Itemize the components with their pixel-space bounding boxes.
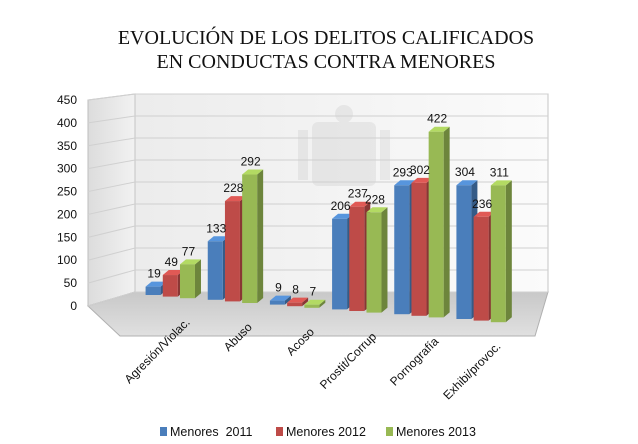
- gridline-side: [87, 247, 136, 261]
- bar-2013-3: [304, 299, 326, 308]
- value-label-2013-5: 422: [427, 112, 447, 126]
- gridline-side: [87, 181, 136, 193]
- gridline-side: [87, 115, 136, 124]
- legend: Menores 2011 Menores 2012 Menores 2013: [160, 425, 476, 439]
- legend-item-2011: Menores 2011: [160, 425, 253, 439]
- value-label-2012-1: 49: [165, 255, 179, 269]
- y-tick-label: 400: [57, 116, 77, 130]
- y-tick-label: 50: [64, 276, 78, 290]
- value-label-2012-5: 302: [410, 163, 430, 177]
- value-label-2012-2: 228: [223, 181, 243, 195]
- chart-title-line-2: EN CONDUCTAS CONTRA MENORES: [157, 51, 496, 73]
- legend-swatch-2011: [160, 427, 167, 436]
- bar-2013-5: [428, 126, 450, 318]
- y-axis-ticks: 0 50 100 150 200 250 300 350 400 450: [57, 93, 77, 313]
- gridline-side: [87, 291, 136, 307]
- category-label: Exhibi/provoc.: [440, 339, 503, 402]
- value-label-2012-3: 8: [292, 283, 299, 297]
- value-label-2013-3: 7: [309, 285, 316, 299]
- gridline-side: [87, 203, 136, 215]
- value-label-2011-2: 133: [206, 221, 226, 235]
- bar-2013-4: [366, 207, 388, 313]
- legend-swatch-2012: [276, 427, 283, 436]
- gridline-side: [87, 93, 136, 101]
- bar-2013-6: [490, 180, 512, 323]
- legend-label-2013: Menores 2013: [396, 425, 476, 439]
- value-label-2011-5: 293: [393, 165, 413, 179]
- category-label: Pornografía: [387, 334, 441, 388]
- y-tick-label: 250: [57, 185, 77, 199]
- bar-2011-3: [269, 295, 291, 305]
- value-label-2011-3: 9: [275, 281, 282, 295]
- value-label-2012-6: 236: [472, 197, 492, 211]
- bar-2013-1: [179, 259, 201, 299]
- legend-item-2012: Menores 2012: [276, 425, 366, 439]
- chart-title-line-1: EVOLUCIÓN DE LOS DELITOS CALIFICADOS: [118, 25, 534, 49]
- value-label-2013-1: 77: [182, 244, 196, 258]
- gridline-side: [87, 137, 136, 147]
- value-label-2013-4: 228: [365, 192, 385, 206]
- value-label-2011-4: 206: [331, 199, 351, 213]
- y-tick-label: 0: [70, 299, 77, 313]
- legend-item-2013: Menores 2013: [386, 425, 476, 439]
- bars: [145, 126, 512, 323]
- value-label-2011-1: 19: [147, 267, 161, 281]
- y-tick-label: 150: [57, 230, 77, 244]
- gridline-side: [87, 225, 136, 238]
- gridline-side: [87, 159, 136, 170]
- bar-2013-2: [242, 169, 264, 303]
- value-label-2011-6: 304: [455, 165, 475, 179]
- legend-label-2012: Menores 2012: [286, 425, 366, 439]
- legend-label-2011: Menores 2011: [170, 425, 253, 439]
- value-label-2012-4: 237: [348, 187, 368, 201]
- bar-2012-3: [287, 297, 309, 307]
- category-label: Prostit/Corrup: [317, 329, 379, 391]
- value-label-2013-2: 292: [241, 155, 261, 169]
- gridline-side: [87, 269, 136, 284]
- y-tick-label: 300: [57, 162, 77, 176]
- y-tick-label: 100: [57, 253, 77, 267]
- value-label-2013-6: 311: [490, 165, 509, 179]
- legend-swatch-2013: [386, 427, 393, 436]
- y-tick-label: 450: [57, 93, 77, 107]
- side-wall: [87, 93, 136, 307]
- y-tick-label: 200: [57, 207, 77, 221]
- y-tick-label: 350: [57, 139, 77, 153]
